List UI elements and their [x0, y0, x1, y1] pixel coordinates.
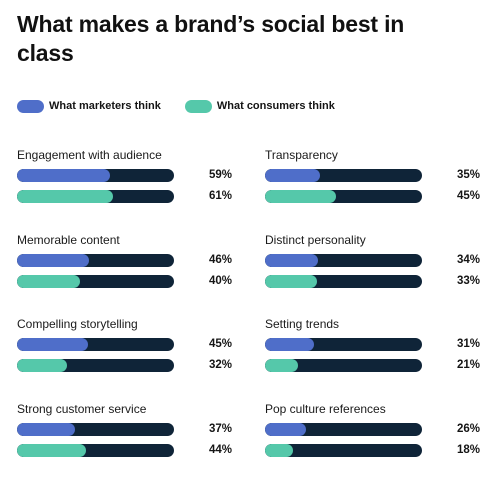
bar-row-marketers: 59% [17, 169, 232, 182]
legend-item-consumers: What consumers think [184, 99, 335, 113]
bar-track [265, 190, 422, 203]
bar-track [17, 254, 174, 267]
legend: What marketers think What consumers thin… [17, 99, 359, 113]
value-label: 26% [456, 423, 480, 435]
category-engagement-with-audience: Engagement with audience 59% 61% [17, 148, 232, 208]
bar-consumers [265, 190, 336, 203]
category-label: Setting trends [265, 317, 340, 331]
bar-row-consumers: 18% [265, 444, 480, 457]
bar-consumers [265, 444, 294, 457]
category-strong-customer-service: Strong customer service 37% 44% [17, 402, 232, 462]
bar-marketers [17, 423, 76, 436]
value-label: 33% [456, 275, 480, 287]
bar-marketers [17, 254, 90, 267]
value-label: 40% [208, 275, 232, 287]
legend-label-marketers: What marketers think [49, 100, 161, 112]
category-compelling-storytelling: Compelling storytelling 45% 32% [17, 317, 232, 377]
bar-row-consumers: 21% [265, 359, 480, 372]
legend-item-marketers: What marketers think [17, 99, 161, 113]
value-label: 45% [456, 190, 480, 202]
bar-marketers [17, 338, 88, 351]
category-label: Compelling storytelling [17, 317, 138, 331]
bar-track [17, 359, 174, 372]
category-label: Transparency [265, 148, 338, 162]
category-label: Memorable content [17, 233, 120, 247]
bar-row-consumers: 40% [17, 275, 232, 288]
value-label: 61% [208, 190, 232, 202]
bar-row-consumers: 45% [265, 190, 480, 203]
bar-track [17, 338, 174, 351]
bar-row-marketers: 35% [265, 169, 480, 182]
bar-consumers [17, 444, 87, 457]
bar-track [17, 275, 174, 288]
bar-track [265, 338, 422, 351]
value-label: 46% [208, 254, 232, 266]
bar-row-marketers: 46% [17, 254, 232, 267]
bar-track [265, 359, 422, 372]
value-label: 45% [208, 338, 232, 350]
bar-row-marketers: 26% [265, 423, 480, 436]
bar-track [265, 275, 422, 288]
legend-swatch-consumers [184, 99, 212, 113]
category-label: Pop culture references [265, 402, 386, 416]
bar-track [265, 254, 422, 267]
category-pop-culture-references: Pop culture references 26% 18% [265, 402, 480, 462]
category-transparency: Transparency 35% 45% [265, 148, 480, 208]
chart-title: What makes a brand’s social best in clas… [17, 11, 405, 66]
value-label: 35% [456, 169, 480, 181]
value-label: 31% [456, 338, 480, 350]
value-label: 59% [208, 169, 232, 181]
bar-track [265, 423, 422, 436]
bar-row-marketers: 37% [17, 423, 232, 436]
value-label: 37% [208, 423, 232, 435]
bar-consumers [17, 190, 113, 203]
value-label: 32% [208, 359, 232, 371]
legend-label-consumers: What consumers think [216, 100, 335, 112]
bar-marketers [265, 338, 314, 351]
legend-swatch-marketers [17, 99, 44, 113]
bar-consumers [265, 275, 317, 288]
value-label: 44% [208, 444, 232, 456]
category-memorable-content: Memorable content 46% 40% [17, 233, 232, 293]
bar-row-marketers: 45% [17, 338, 232, 351]
bar-row-consumers: 32% [17, 359, 232, 372]
category-label: Distinct personality [265, 233, 366, 247]
bar-track [265, 169, 422, 182]
bar-row-marketers: 31% [265, 338, 480, 351]
bar-marketers [265, 423, 306, 436]
value-label: 34% [456, 254, 480, 266]
value-label: 18% [456, 444, 480, 456]
bar-track [17, 190, 174, 203]
bar-track [265, 444, 422, 457]
bar-track [17, 169, 174, 182]
category-setting-trends: Setting trends 31% 21% [265, 317, 480, 377]
category-distinct-personality: Distinct personality 34% 33% [265, 233, 480, 293]
category-label: Engagement with audience [17, 148, 162, 162]
bar-consumers [17, 275, 80, 288]
bar-row-marketers: 34% [265, 254, 480, 267]
bar-marketers [17, 169, 110, 182]
bar-track [17, 423, 174, 436]
bar-marketers [265, 169, 320, 182]
category-label: Strong customer service [17, 402, 147, 416]
bar-track [17, 444, 174, 457]
bar-consumers [17, 359, 68, 372]
bar-row-consumers: 61% [17, 190, 232, 203]
value-label: 21% [456, 359, 480, 371]
bar-consumers [265, 359, 298, 372]
bar-row-consumers: 33% [265, 275, 480, 288]
bar-row-consumers: 44% [17, 444, 232, 457]
bar-marketers [265, 254, 319, 267]
